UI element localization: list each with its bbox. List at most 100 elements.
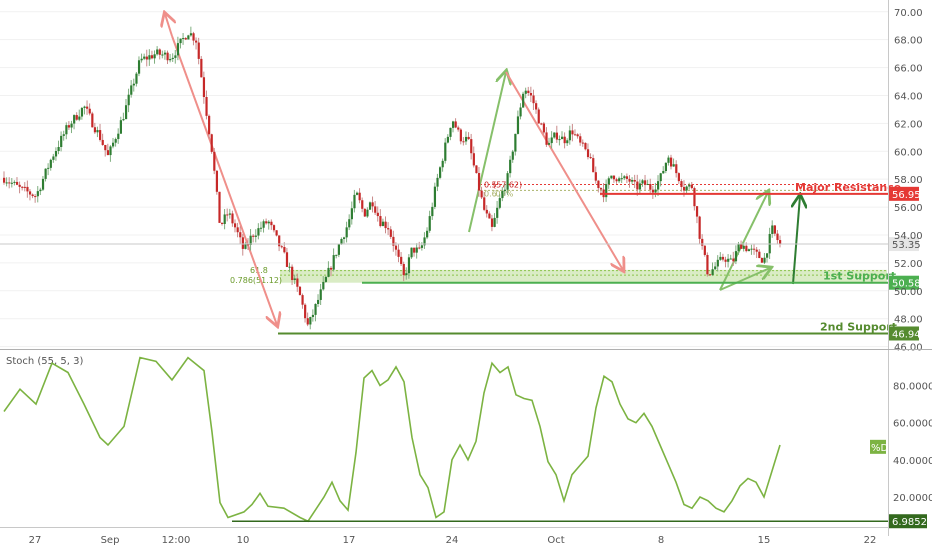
candle-body	[716, 259, 719, 267]
level-label-2[interactable]: 1st Support	[823, 270, 896, 283]
candle-body	[60, 135, 63, 147]
trend-arrow-down-2[interactable]	[505, 71, 623, 270]
candle-body	[306, 318, 309, 325]
stoch-pane[interactable]: Stoch (55, 5, 3) 6.9852 %D 80.0000 60.0000…	[3, 356, 932, 529]
candle-body	[740, 244, 743, 249]
candle-body	[355, 192, 359, 195]
candle-body	[405, 273, 408, 276]
candle-body	[662, 171, 665, 174]
stoch-d-badge-text: %D	[871, 443, 889, 454]
candle-body	[431, 206, 434, 217]
price-tick-label: 46.00	[894, 343, 923, 354]
candle-body	[153, 54, 156, 59]
level-price-badge-text-1: 56.95	[892, 190, 921, 201]
time-axis: 27 Sep 12:00 10 17 24 Oct 8 15 22	[0, 527, 888, 546]
trend-arrows[interactable]	[165, 14, 800, 325]
price-tick-label: 66.00	[894, 64, 923, 75]
level-label-3[interactable]: 2nd Support	[820, 320, 897, 333]
price-tick-label: 54.00	[894, 231, 923, 242]
candle-body	[80, 107, 84, 117]
candle-body	[560, 136, 564, 140]
candle-body	[579, 136, 582, 143]
candle-body	[358, 192, 361, 201]
candle-body	[86, 106, 89, 109]
candle-body	[52, 156, 55, 160]
candle-body	[724, 259, 727, 262]
candle-body	[625, 176, 629, 179]
projection-arrow-up[interactable]	[793, 196, 800, 285]
candle-body	[381, 221, 385, 227]
candle-body	[475, 165, 478, 174]
candle-body	[192, 33, 195, 41]
candle-body	[54, 151, 58, 157]
candle-body	[189, 33, 193, 36]
candle-body	[428, 216, 431, 231]
candle-body	[706, 254, 709, 275]
candle-body	[112, 142, 115, 147]
candle-body	[145, 56, 148, 60]
candle-body	[387, 228, 390, 230]
candle-body	[135, 73, 138, 84]
level-label-1[interactable]: Major Resistance	[795, 181, 901, 194]
stoch-level-badge	[889, 514, 927, 529]
candle-body	[755, 249, 758, 252]
candle-body	[459, 129, 462, 142]
trend-arrow-up-1[interactable]	[468, 72, 506, 233]
fib-label-618: 61.8	[250, 266, 268, 275]
candle-body	[599, 188, 603, 190]
stoch-indicator-label[interactable]: Stoch (55, 5, 3)	[6, 356, 83, 367]
candle-body	[184, 38, 187, 40]
candle-body	[62, 134, 65, 136]
candle-body	[285, 252, 289, 267]
price-tick-label: 70.00	[894, 8, 923, 19]
level-price-badge-1	[889, 186, 919, 201]
trend-arrow-down-1[interactable]	[171, 35, 277, 325]
candle-body	[67, 125, 71, 128]
trend-arrow-up-2[interactable]	[719, 192, 768, 291]
candle-body	[555, 132, 559, 140]
candle-body	[537, 109, 540, 124]
candle-body	[130, 85, 133, 95]
candle-body	[631, 179, 634, 182]
candle-body	[304, 304, 307, 319]
level-price-badge-3	[889, 326, 919, 341]
candle-body	[620, 178, 623, 180]
candle-body	[368, 202, 372, 210]
candle-body	[771, 225, 774, 234]
trend-arrow[interactable]	[165, 14, 172, 37]
candle-body	[493, 217, 496, 227]
candle-body	[309, 317, 312, 325]
trend-arrow-channel[interactable]	[719, 268, 770, 291]
candle-body	[498, 198, 501, 208]
candle-body	[119, 120, 122, 134]
candle-body	[298, 286, 302, 296]
candle-body	[451, 121, 455, 128]
candle-body	[483, 197, 486, 210]
candle-body	[221, 222, 224, 224]
candle-body	[28, 191, 32, 195]
stoch-tick-label: 60.0000	[893, 419, 932, 430]
price-tick-label: 60.00	[894, 147, 923, 158]
candle-body	[439, 167, 442, 178]
candle-body	[573, 134, 577, 136]
candle-body	[10, 182, 13, 184]
candle-body	[208, 115, 211, 135]
price-tick-label: 58.00	[894, 175, 923, 186]
candle-body	[140, 58, 143, 61]
candle-body	[132, 83, 135, 86]
candle-body	[182, 38, 185, 40]
candle-body	[548, 143, 551, 145]
stoch-d-series: 6.9852 %D	[3, 356, 927, 529]
candle-body	[644, 180, 647, 185]
candle-body	[272, 225, 276, 231]
candle-body	[747, 249, 751, 252]
candle-body	[366, 209, 369, 217]
price-pane[interactable]: 61.80.786(51.12)0.5(57.62)0.6.09% Major …	[0, 0, 923, 536]
candle-body	[688, 184, 691, 187]
candle-body	[529, 93, 533, 96]
candle-body	[65, 125, 68, 135]
candle-body	[701, 238, 704, 246]
candle-body	[293, 278, 296, 280]
